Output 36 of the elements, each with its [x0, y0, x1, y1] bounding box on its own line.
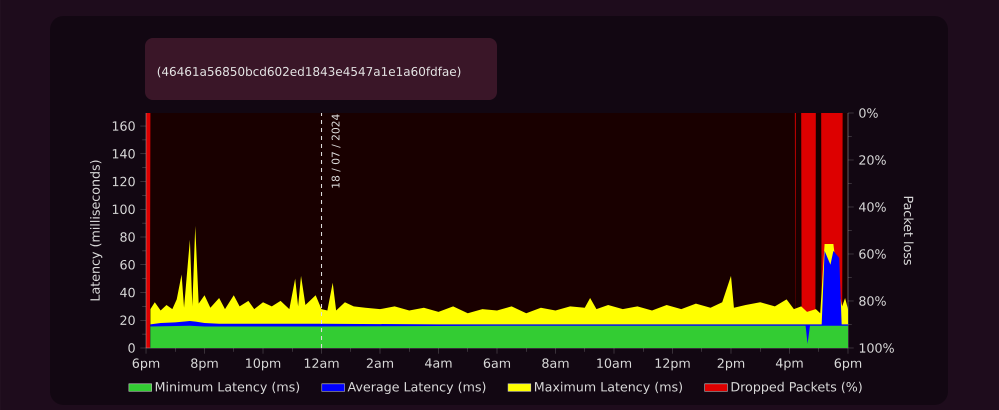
x-tick-label: 4am	[425, 358, 452, 368]
y-tick-label: 40	[120, 288, 135, 298]
x-tick-label: 10am	[597, 358, 632, 368]
x-tick-label: 6am	[484, 358, 510, 368]
y-tick-label: 0	[128, 343, 135, 353]
y2-tick-label: 80%	[859, 296, 886, 306]
ref-line-label: 18 / 07 / 2024	[332, 114, 340, 188]
x-tick-label: 12pm	[656, 358, 690, 370]
y-tick-label: 140	[112, 148, 135, 159]
y2-tick-label: 60%	[859, 249, 886, 259]
y-axis-title: Latency (milliseconds)	[90, 160, 102, 300]
y-tick-label: 60	[120, 260, 135, 270]
y2-tick-label: 40%	[859, 202, 886, 212]
y-tick-label: 100	[112, 204, 135, 214]
y2-tick-label: 0%	[859, 108, 878, 118]
x-tick-label: 2am	[366, 358, 394, 368]
y-tick-label: 80	[120, 232, 135, 242]
x-tick-label: 10pm	[246, 358, 280, 370]
y2-axis-title: Packet loss	[904, 196, 914, 265]
legend-label: Maximum Latency (ms)	[534, 382, 682, 394]
y-tick-label: 160	[112, 121, 135, 131]
x-tick-label: 6pm	[834, 358, 862, 370]
legend-label: Average Latency (ms)	[348, 382, 486, 394]
x-tick-label: 12am	[304, 358, 339, 368]
y2-tick-label: 100%	[860, 343, 894, 353]
x-tick-label: 4pm	[776, 358, 803, 370]
x-tick-label: 6pm	[132, 358, 160, 370]
y-tick-label: 120	[112, 176, 135, 186]
legend-label: Minimum Latency (ms)	[156, 382, 300, 394]
y2-tick-label: 20%	[859, 155, 886, 165]
x-tick-label: 8am	[542, 358, 569, 368]
legend-label: Dropped Packets (%)	[732, 382, 862, 394]
x-tick-label: 2pm	[718, 358, 744, 370]
chart-subtitle: (46461a56850bcd602ed1843e4547a1e1a60fdfae)	[158, 66, 460, 78]
y-tick-label: 20	[120, 315, 135, 326]
x-tick-label: 8pm	[191, 358, 218, 370]
